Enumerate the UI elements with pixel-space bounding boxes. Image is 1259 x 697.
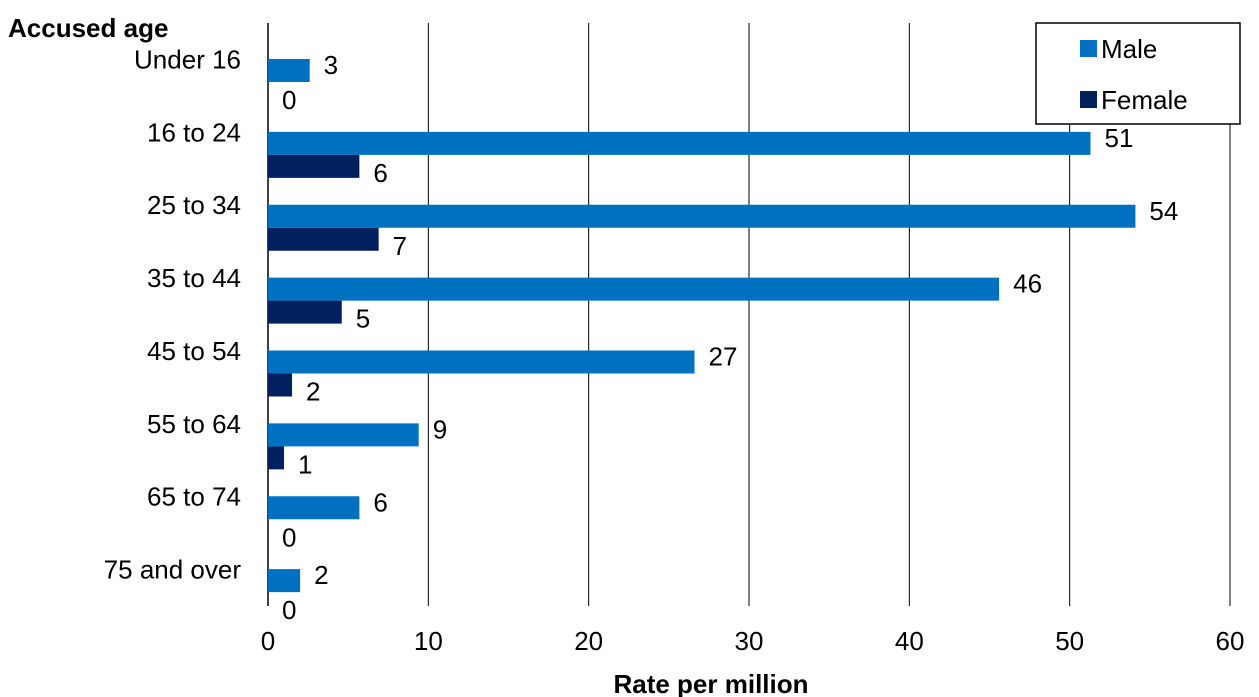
data-label-female: 6 bbox=[373, 158, 387, 188]
legend-swatch-male bbox=[1080, 40, 1097, 57]
x-tick-label: 60 bbox=[1216, 626, 1245, 656]
category-label: 25 to 34 bbox=[147, 190, 241, 220]
data-label-male: 9 bbox=[433, 414, 447, 444]
bar-male bbox=[268, 59, 310, 82]
data-label-female: 5 bbox=[356, 304, 370, 334]
data-label-male: 46 bbox=[1013, 269, 1042, 299]
y-axis-title: Accused age bbox=[8, 13, 168, 43]
bar-male bbox=[268, 131, 1091, 155]
x-tick-label: 50 bbox=[1055, 626, 1084, 656]
bars bbox=[268, 59, 1136, 593]
category-label: 16 to 24 bbox=[147, 117, 241, 147]
x-tick-label: 0 bbox=[261, 626, 275, 656]
bar-male bbox=[268, 423, 419, 447]
category-label: 45 to 54 bbox=[147, 336, 241, 366]
legend-label-female: Female bbox=[1101, 85, 1188, 115]
bar-male bbox=[268, 569, 301, 593]
legend-label-male: Male bbox=[1101, 34, 1157, 64]
x-tick-label: 40 bbox=[895, 626, 924, 656]
bar-male bbox=[268, 496, 360, 520]
category-label: 55 to 64 bbox=[147, 409, 241, 439]
bar-male bbox=[268, 350, 695, 374]
category-labels: Under 16 16 to 24 25 to 34 35 to 44 45 to 54… bbox=[104, 44, 242, 584]
category-label: 35 to 44 bbox=[147, 263, 241, 293]
data-label-male: 3 bbox=[324, 50, 338, 80]
x-tick-labels: 0 10 20 30 40 50 60 bbox=[261, 626, 1245, 656]
bar-female bbox=[268, 300, 342, 324]
category-label: Under 16 bbox=[134, 44, 241, 74]
legend-swatch-female bbox=[1080, 91, 1097, 108]
data-label-male: 54 bbox=[1149, 196, 1178, 226]
x-tick-label: 10 bbox=[414, 626, 443, 656]
bar-female bbox=[268, 446, 285, 470]
bar-female bbox=[268, 373, 293, 397]
category-label: 75 and over bbox=[104, 555, 242, 585]
x-tick-label: 30 bbox=[735, 626, 764, 656]
x-tick-label: 20 bbox=[574, 626, 603, 656]
bar-male bbox=[268, 277, 1000, 301]
data-label-female: 0 bbox=[282, 85, 296, 115]
bar-female bbox=[268, 154, 360, 178]
data-label-male: 6 bbox=[373, 487, 387, 517]
x-axis-title: Rate per million bbox=[613, 669, 808, 697]
legend-box bbox=[1035, 22, 1241, 125]
data-label-female: 0 bbox=[282, 595, 296, 625]
bar-male bbox=[268, 204, 1136, 228]
data-label-female: 0 bbox=[282, 522, 296, 552]
bar-female bbox=[268, 227, 379, 251]
legend: Male Female bbox=[1035, 22, 1241, 125]
category-label: 65 to 74 bbox=[147, 482, 241, 512]
data-label-female: 1 bbox=[298, 449, 312, 479]
data-label-male: 2 bbox=[314, 560, 328, 590]
data-label-female: 2 bbox=[306, 377, 320, 407]
data-label-female: 7 bbox=[393, 231, 407, 261]
data-label-male: 51 bbox=[1105, 123, 1134, 153]
data-label-male: 27 bbox=[708, 342, 737, 372]
